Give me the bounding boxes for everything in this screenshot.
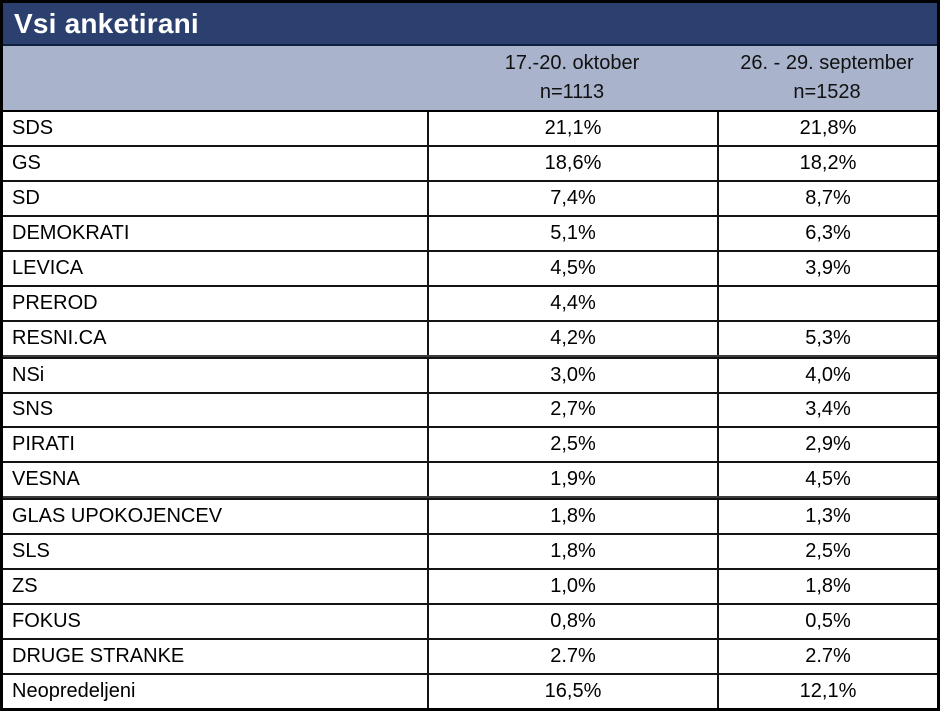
october-value: 16,5% [427, 675, 717, 708]
september-value: 4,5% [717, 463, 937, 497]
party-name: FOKUS [12, 610, 81, 633]
october-value: 1,8% [427, 535, 717, 569]
september-value: 1,8% [717, 570, 937, 604]
october-value: 4,5% [427, 251, 717, 285]
party-name: VESNA [12, 468, 80, 491]
party-name: NSi [12, 363, 45, 386]
party-name: DEMOKRATI [12, 221, 130, 244]
table-row: FOKUS 0,8% 0,5% [3, 603, 937, 639]
party-name: SNS [12, 398, 54, 421]
september-period-label: 26. - 29. september [740, 52, 914, 74]
october-value: 0,8% [427, 605, 717, 639]
october-value: 2,7% [427, 393, 717, 427]
september-value: 21,8% [717, 112, 937, 145]
october-value: 4,2% [427, 321, 717, 355]
party-name: RESNI.CA [12, 326, 107, 349]
table-row: SLS 1,8% 2,5% [3, 533, 937, 569]
table-row: LEVICA 4,5% 3,9% [3, 249, 937, 285]
page-title: Vsi anketirani [14, 7, 199, 39]
october-value: 5,1% [427, 216, 717, 250]
september-value: 2,9% [717, 428, 937, 462]
october-sample-size: n=1113 [539, 81, 605, 103]
table-row: DEMOKRATI 5,1% 6,3% [3, 214, 937, 250]
party-name: LEVICA [12, 256, 84, 279]
table-row: ZS 1,0% 1,8% [3, 568, 937, 604]
september-value: 0,5% [717, 605, 937, 639]
october-value: 1,0% [427, 570, 717, 604]
party-name: SDS [12, 116, 54, 139]
october-value: 21,1% [427, 112, 717, 145]
september-value: 12,1% [717, 675, 937, 708]
party-name: Neopredeljeni [12, 679, 136, 702]
october-value: 4,4% [427, 286, 717, 320]
table-row: DRUGE STRANKE 2.7% 2.7% [3, 638, 937, 673]
party-name: GS [12, 151, 41, 174]
september-value [717, 286, 937, 320]
table-row: GS 18,6% 18,2% [3, 144, 937, 180]
column-headers: 17.-20. oktober n=1113 26. - 29. septemb… [3, 46, 937, 112]
september-value: 2,5% [717, 535, 937, 569]
october-value: 1,8% [427, 500, 717, 534]
table-row: GLAS UPOKOJENCEV 1,8% 1,3% [3, 498, 937, 534]
table-row: NSi 3,0% 4,0% [3, 356, 937, 392]
september-sample-size: n=1528 [793, 81, 861, 103]
september-value: 4,0% [717, 358, 937, 392]
october-value: 1,9% [427, 463, 717, 497]
october-period-label: 17.-20. oktober [504, 52, 640, 74]
table-row: VESNA 1,9% 4,5% [3, 461, 937, 499]
september-value: 6,3% [717, 216, 937, 250]
october-value: 3,0% [427, 358, 717, 392]
column-header-october: 17.-20. oktober n=1113 [427, 49, 717, 107]
party-name: DRUGE STRANKE [12, 645, 185, 668]
september-value: 18,2% [717, 146, 937, 180]
party-name: GLAS UPOKOJENCEV [12, 505, 223, 528]
party-name: SD [12, 186, 40, 209]
title-bar: Vsi anketirani [3, 3, 937, 46]
table-body: SDS 21,1% 21,8% GS 18,6% 18,2% SD 7,4% 8… [3, 112, 937, 708]
october-value: 18,6% [427, 146, 717, 180]
table-row: SDS 21,1% 21,8% [3, 112, 937, 145]
september-value: 3,9% [717, 251, 937, 285]
table-row: RESNI.CA 4,2% 5,3% [3, 319, 937, 357]
party-name: SLS [12, 540, 50, 563]
table-row: PIRATI 2,5% 2,9% [3, 426, 937, 462]
table-row: SD 7,4% 8,7% [3, 179, 937, 215]
table-row: PREROD 4,4% [3, 284, 937, 320]
table-row: Neopredeljeni 16,5% 12,1% [3, 673, 937, 708]
october-value: 7,4% [427, 181, 717, 215]
september-value: 3,4% [717, 393, 937, 427]
october-value: 2.7% [427, 640, 717, 673]
september-value: 1,3% [717, 500, 937, 534]
september-value: 2.7% [717, 640, 937, 673]
september-value: 5,3% [717, 321, 937, 355]
party-name: PREROD [12, 291, 98, 314]
party-name: PIRATI [12, 433, 75, 456]
table-row: SNS 2,7% 3,4% [3, 391, 937, 427]
september-value: 8,7% [717, 181, 937, 215]
october-value: 2,5% [427, 428, 717, 462]
party-name: ZS [12, 575, 38, 598]
column-header-september: 26. - 29. september n=1528 [717, 49, 937, 107]
